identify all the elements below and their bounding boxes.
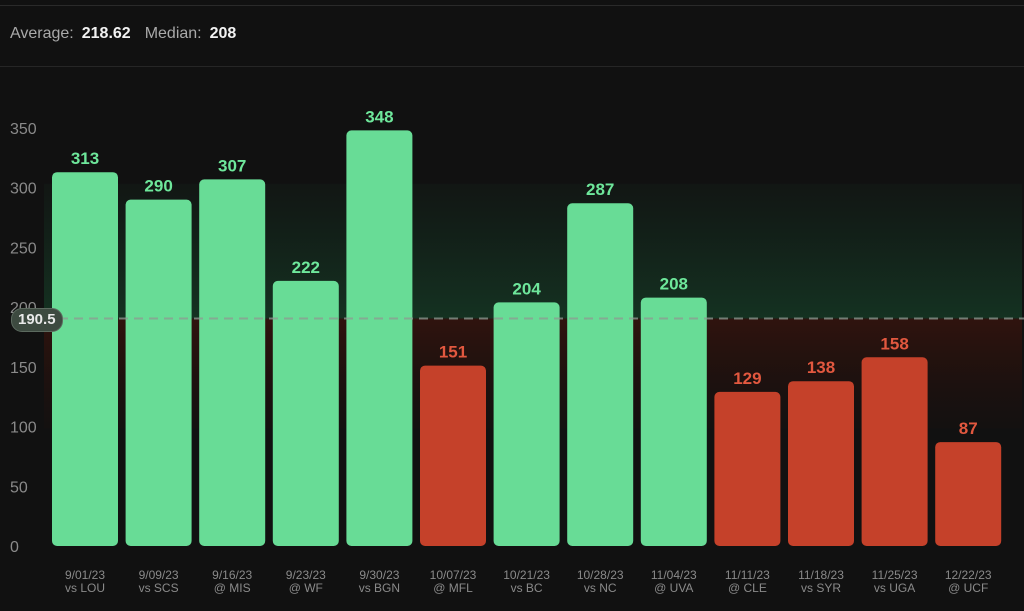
bar-value-label: 208 xyxy=(660,275,688,294)
x-tick-opponent: vs SCS xyxy=(139,581,179,595)
y-tick-label: 300 xyxy=(10,181,37,198)
bar-value-label: 138 xyxy=(807,358,835,377)
x-tick-opponent: @ MIS xyxy=(214,581,251,595)
bar xyxy=(640,297,707,546)
bar xyxy=(125,199,192,546)
x-tick-date: 9/16/23 xyxy=(212,568,252,582)
bar-value-label: 87 xyxy=(959,419,978,438)
x-tick-date: 10/21/23 xyxy=(503,568,550,582)
x-tick-opponent: vs NC xyxy=(584,581,617,595)
bar xyxy=(714,391,781,546)
median-label: Median: xyxy=(144,25,202,42)
average-label: Average: xyxy=(10,25,74,42)
bar xyxy=(935,442,1002,546)
x-tick-date: 12/22/23 xyxy=(945,568,992,582)
stats-divider xyxy=(0,66,1024,67)
median-value: 208 xyxy=(209,25,237,42)
y-tick-label: 150 xyxy=(10,360,37,377)
y-tick-label: 250 xyxy=(10,240,37,257)
x-tick-date: 10/07/23 xyxy=(430,568,477,582)
bar-value-label: 313 xyxy=(71,149,99,168)
x-tick-opponent: @ WF xyxy=(289,581,323,595)
bar xyxy=(493,302,560,546)
threshold-label: 190.5 xyxy=(11,308,63,332)
bar xyxy=(52,172,118,546)
x-tick-date: 9/30/23 xyxy=(359,568,399,582)
y-tick-label: 50 xyxy=(10,479,28,496)
bar-value-label: 158 xyxy=(880,334,908,353)
x-tick-date: 9/01/23 xyxy=(65,568,105,582)
x-tick-opponent: @ MFL xyxy=(433,581,473,595)
x-tick-date: 11/18/23 xyxy=(798,568,844,582)
bar-value-label: 287 xyxy=(586,180,614,199)
bar-value-label: 307 xyxy=(218,156,246,175)
average-value: 218.62 xyxy=(81,25,131,42)
x-tick-date: 11/25/23 xyxy=(872,568,918,582)
x-tick-opponent: vs SYR xyxy=(801,581,841,595)
x-tick-opponent: @ UCF xyxy=(948,581,988,595)
bar xyxy=(567,203,634,547)
x-tick-opponent: @ CLE xyxy=(728,581,767,595)
y-tick-label: 100 xyxy=(10,420,37,437)
x-tick-date: 9/23/23 xyxy=(286,568,326,582)
x-tick-opponent: vs UGA xyxy=(874,581,915,595)
x-tick-opponent: vs BC xyxy=(511,581,543,595)
x-tick-date: 9/09/23 xyxy=(139,568,179,582)
x-tick-opponent: vs LOU xyxy=(65,581,105,595)
top-rule xyxy=(0,0,1024,6)
x-tick-date: 11/04/23 xyxy=(651,568,697,582)
bar-value-label: 290 xyxy=(144,177,172,196)
x-tick-opponent: @ UVA xyxy=(654,581,693,595)
x-tick-opponent: vs BGN xyxy=(359,581,400,595)
bar-value-label: 348 xyxy=(365,107,393,126)
stats-bar: Average: 218.62 Median: 208 xyxy=(10,22,242,46)
bar-value-label: 222 xyxy=(292,258,320,277)
bar xyxy=(861,357,928,546)
y-tick-label: 0 xyxy=(10,539,19,556)
bar-value-label: 204 xyxy=(512,279,541,298)
bar xyxy=(420,365,486,546)
bar xyxy=(199,179,266,546)
bar xyxy=(346,130,413,547)
bar xyxy=(272,280,339,546)
x-tick-date: 11/11/23 xyxy=(725,568,770,582)
bar-value-label: 151 xyxy=(439,343,467,362)
y-tick-label: 350 xyxy=(10,121,37,138)
x-tick-date: 10/28/23 xyxy=(577,568,624,582)
bar xyxy=(788,381,854,546)
bar-value-label: 129 xyxy=(733,369,761,388)
